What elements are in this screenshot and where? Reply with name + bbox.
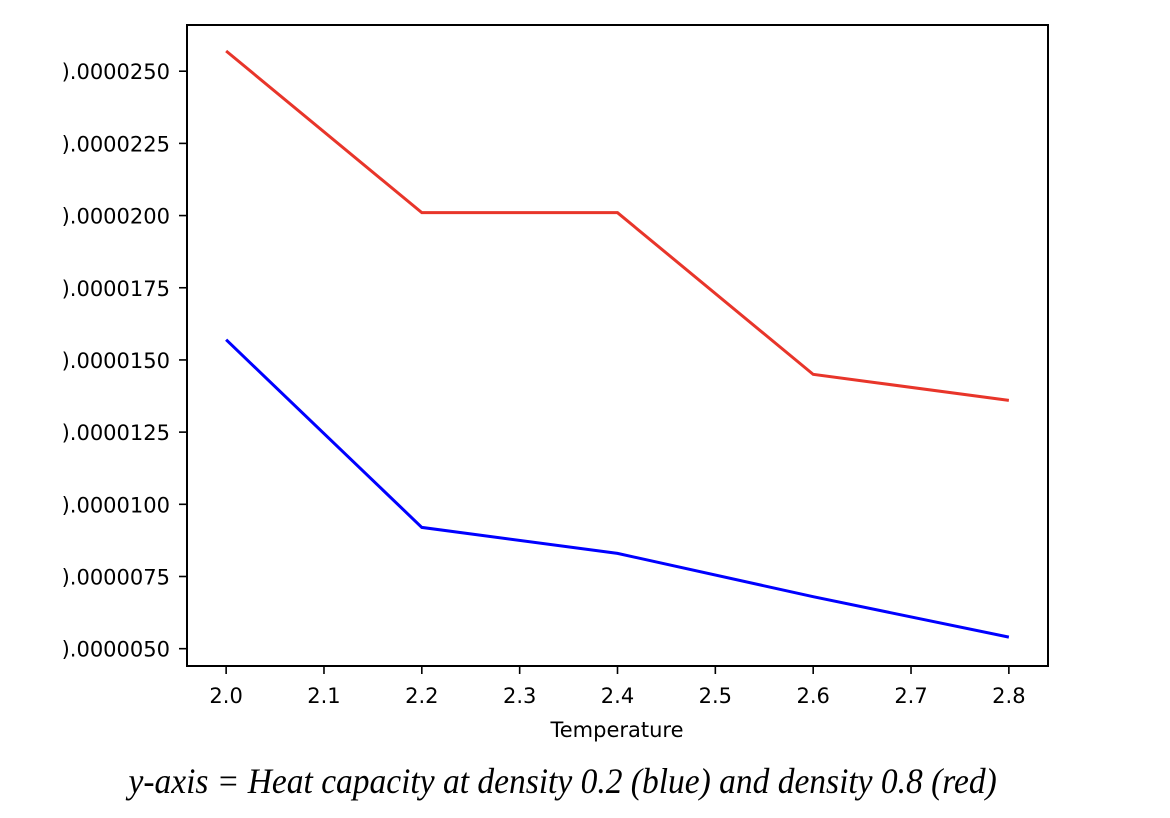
y-tick-label: ).0000250 xyxy=(62,60,170,84)
chart-caption: y-axis = Heat capacity at density 0.2 (b… xyxy=(128,761,997,801)
y-tick-label: ).0000150 xyxy=(62,349,170,373)
x-tick-label: 2.7 xyxy=(894,684,927,708)
x-tick-label: 2.3 xyxy=(503,684,536,708)
x-tick-label: 2.4 xyxy=(601,684,634,708)
y-tick-label: ).0000100 xyxy=(62,493,170,517)
y-tick-label: ).0000225 xyxy=(62,132,170,156)
series-layer xyxy=(225,49,1010,639)
x-tick-label: 2.6 xyxy=(796,684,829,708)
y-tick-label: ).0000175 xyxy=(62,277,170,301)
plot-area xyxy=(186,24,1049,667)
x-tick-label: 2.1 xyxy=(307,684,340,708)
y-axis-ticks: ).0000050 ).0000075 ).0000100 ).0000125 ).00… xyxy=(62,60,187,662)
y-tick-label: ).0000050 xyxy=(62,638,170,662)
x-axis-ticks: 2.0 2.1 2.2 2.3 2.4 2.5 2.6 2.7 2.8 xyxy=(209,666,1026,708)
series-line-density-0-2 xyxy=(225,338,1010,639)
series-line-density-0-8 xyxy=(225,49,1010,402)
y-tick-label: ).0000125 xyxy=(62,421,170,445)
x-tick-label: 2.8 xyxy=(992,684,1025,708)
x-tick-label: 2.5 xyxy=(699,684,732,708)
x-tick-label: 2.0 xyxy=(209,684,242,708)
line-chart: 2.0 2.1 2.2 2.3 2.4 2.5 2.6 2.7 2.8 ).0000050).0… xyxy=(62,24,1049,742)
x-axis-label: Temperature xyxy=(549,718,683,742)
x-tick-label: 2.2 xyxy=(405,684,438,708)
y-tick-label: ).0000075 xyxy=(62,565,170,589)
y-tick-label: ).0000200 xyxy=(62,205,170,229)
